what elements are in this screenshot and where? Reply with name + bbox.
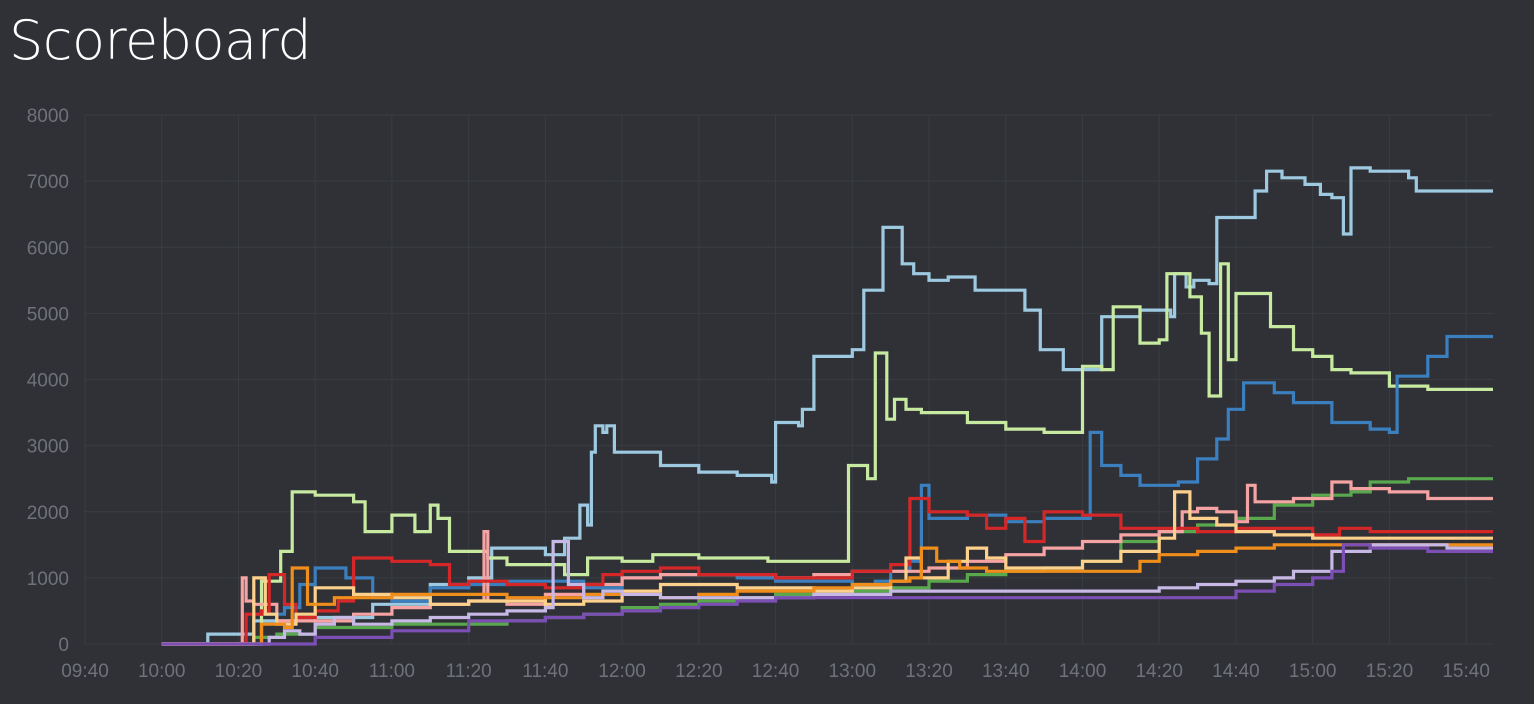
x-tick-label: 11:20 <box>446 661 492 682</box>
series-line-3 <box>161 334 1493 646</box>
x-tick-label: 10:20 <box>215 661 263 682</box>
y-axis: 0 1000 2000 3000 4000 5000 6000 7000 8000 <box>27 106 69 656</box>
x-tick-label: 15:00 <box>1289 661 1337 682</box>
y-tick-label: 3000 <box>27 437 69 458</box>
x-tick-label: 12:20 <box>675 661 723 682</box>
x-tick-label: 09:40 <box>61 661 109 682</box>
series-line-10 <box>161 543 1493 646</box>
x-tick-label: 10:00 <box>138 661 186 682</box>
y-tick-label: 2000 <box>27 503 69 524</box>
series-line-6 <box>161 496 1493 646</box>
series-line-9 <box>161 539 1493 646</box>
chart-series <box>161 166 1493 646</box>
x-tick-label: 14:00 <box>1059 661 1107 682</box>
y-tick-label: 5000 <box>27 304 69 325</box>
series-line-7 <box>161 490 1493 646</box>
x-tick-label: 12:00 <box>598 661 646 682</box>
y-tick-label: 8000 <box>27 106 69 127</box>
series-line-1 <box>161 166 1493 646</box>
x-tick-label: 14:40 <box>1212 661 1260 682</box>
chart-grid <box>84 114 1493 645</box>
x-tick-label: 14:20 <box>1135 661 1183 682</box>
x-axis: 09:40 10:00 10:20 10:40 11:00 11:20 11:40 12:00… <box>61 661 1490 682</box>
x-tick-label: 13:00 <box>829 661 877 682</box>
x-tick-label: 13:20 <box>905 661 953 682</box>
y-tick-label: 1000 <box>27 569 69 590</box>
y-tick-label: 7000 <box>27 172 69 193</box>
x-tick-label: 12:40 <box>752 661 800 682</box>
x-tick-label: 11:00 <box>369 661 415 682</box>
x-tick-label: 15:40 <box>1442 661 1490 682</box>
y-tick-label: 0 <box>58 635 69 656</box>
page-title: Scoreboard <box>9 9 312 72</box>
series-line-8 <box>161 543 1493 646</box>
x-tick-label: 11:40 <box>522 661 568 682</box>
x-tick-label: 10:40 <box>291 661 339 682</box>
x-tick-label: 13:40 <box>982 661 1030 682</box>
y-tick-label: 6000 <box>27 238 69 259</box>
series-line-2 <box>161 262 1493 646</box>
x-tick-label: 15:20 <box>1366 661 1414 682</box>
y-tick-label: 4000 <box>27 371 69 392</box>
